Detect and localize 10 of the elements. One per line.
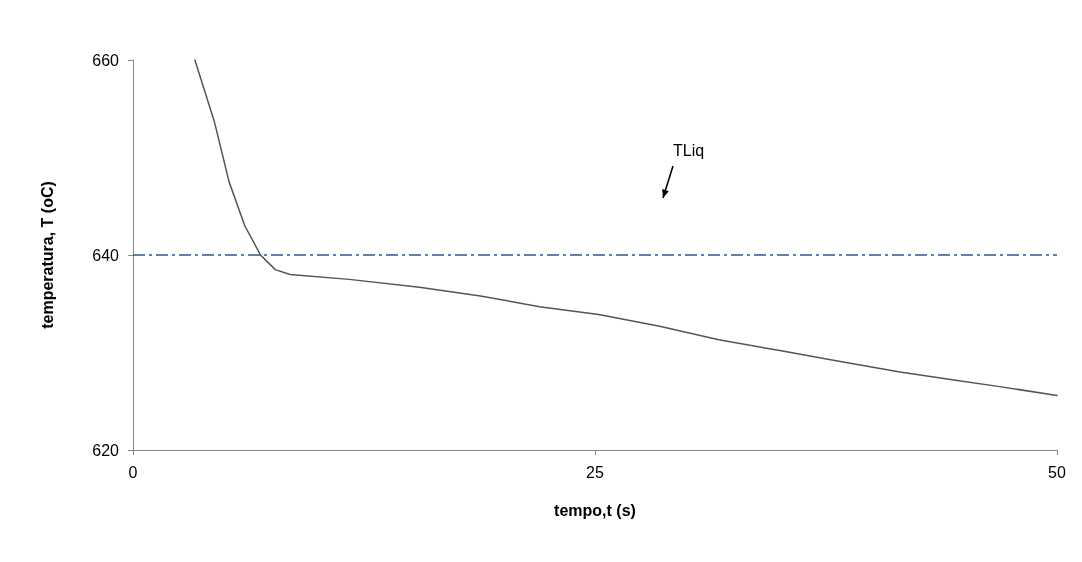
y-tick-label: 640 [92, 246, 120, 264]
annotation: TLiq [673, 141, 705, 159]
y-tick-label: 620 [92, 441, 120, 459]
y-axis-title: temperatura, T (oC) [38, 181, 56, 329]
y-tick-label: 660 [92, 51, 120, 69]
x-tick-label: 25 [586, 463, 604, 481]
x-tick-label: 0 [128, 463, 138, 481]
x-axis-title: tempo,t (s) [554, 501, 636, 519]
x-tick-label: 50 [1048, 463, 1066, 481]
line-series [194, 59, 1058, 397]
